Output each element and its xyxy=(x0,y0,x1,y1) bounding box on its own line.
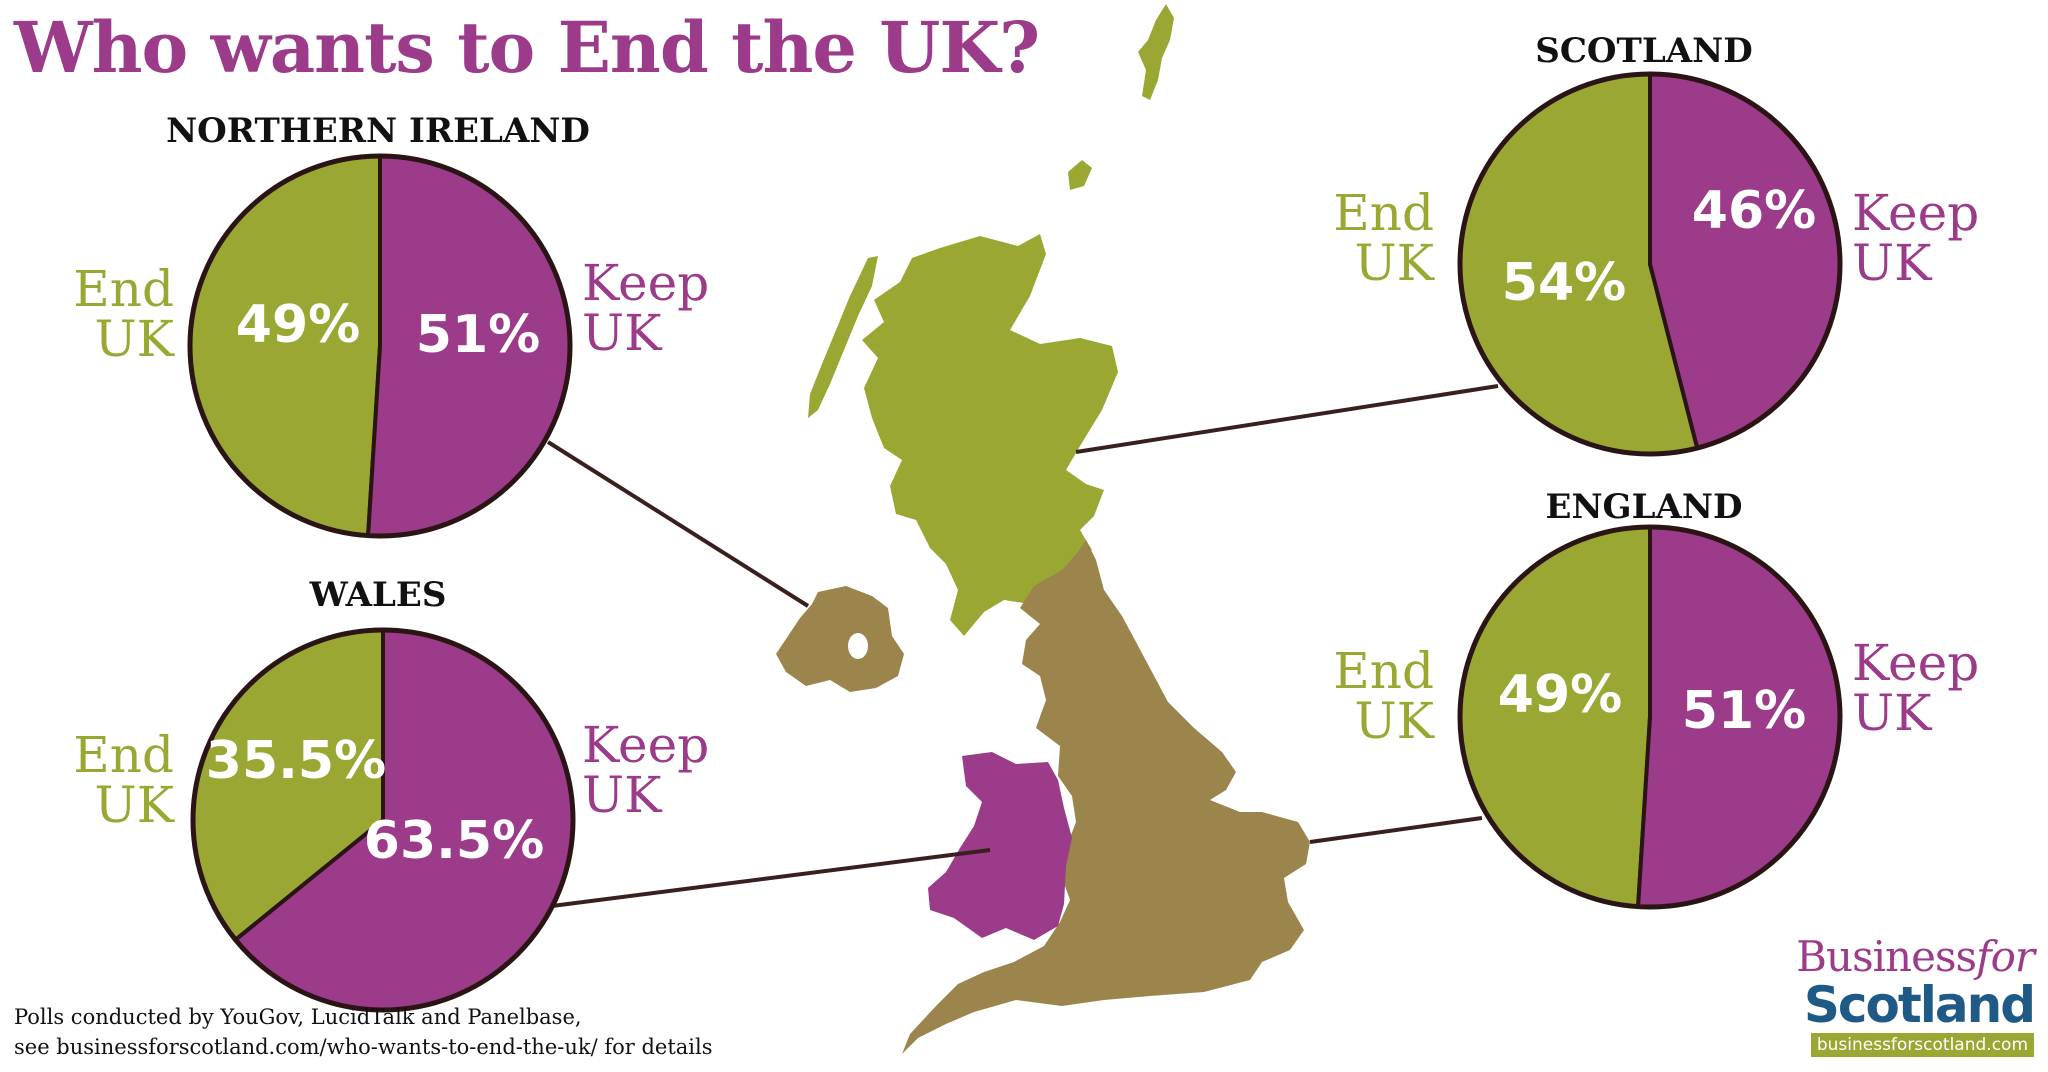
value-label-end-uk: 35.5% xyxy=(206,731,386,791)
value-label-end-uk: 54% xyxy=(1502,253,1626,313)
logo-business-text: Businessfor xyxy=(1796,932,2035,981)
legend-keep-uk-line: UK xyxy=(1852,684,1933,742)
pie-outline xyxy=(190,627,576,1013)
legend-keep-uk-line: Keep xyxy=(1852,634,1979,692)
legend-keep-uk-line: UK xyxy=(582,766,663,824)
legend-end-uk-line: End xyxy=(1333,184,1434,242)
footnote-line-2: see businessforscotland.com/who-wants-to… xyxy=(14,1035,713,1059)
pie-title: SCOTLAND xyxy=(1535,31,1752,71)
pie-outline xyxy=(1457,71,1843,457)
logo-business-word: Business xyxy=(1796,932,1977,981)
legend-keep-uk-line: Keep xyxy=(1852,184,1979,242)
connector-scotland xyxy=(1075,384,1499,454)
legend-keep-uk: Keep UK xyxy=(1852,634,1979,742)
legend-end-uk-line: End xyxy=(1333,642,1434,700)
value-label-keep-uk: 63.5% xyxy=(364,811,544,871)
map-lough-neagh xyxy=(848,633,868,659)
legend-end-uk: End UK xyxy=(1333,184,1435,292)
map-shetland xyxy=(1138,4,1174,100)
legend-end-uk: End UK xyxy=(1333,642,1435,750)
pie-outline xyxy=(1457,524,1843,910)
value-label-end-uk: 49% xyxy=(236,295,360,355)
legend-keep-uk: Keep UK xyxy=(582,716,709,824)
legend-keep-uk-line: UK xyxy=(582,304,663,362)
legend-end-uk: End UK xyxy=(73,260,175,368)
value-label-end-uk: 49% xyxy=(1498,665,1622,725)
map-northern-ireland xyxy=(776,586,904,692)
footnote-line-1: Polls conducted by YouGov, LucidTalk and… xyxy=(14,1005,582,1029)
legend-end-uk-line: UK xyxy=(95,776,176,834)
map-orkney xyxy=(1068,160,1092,190)
legend-end-uk-line: End xyxy=(73,260,174,318)
logo-for-word: for xyxy=(1976,932,2035,981)
connector-ni xyxy=(546,440,810,608)
page-title: Who wants to End the UK? xyxy=(14,6,1040,89)
legend-end-uk-line: UK xyxy=(1355,234,1436,292)
map-england xyxy=(902,540,1310,1054)
legend-end-uk-line: UK xyxy=(95,310,176,368)
source-footnote: Polls conducted by YouGov, LucidTalk and… xyxy=(14,1002,713,1062)
legend-keep-uk: Keep UK xyxy=(582,254,709,362)
pie-outline xyxy=(187,153,573,539)
pie-title: WALES xyxy=(309,575,447,615)
map-wales xyxy=(928,752,1072,940)
business-for-scotland-logo: Businessfor Scotland businessforscotland… xyxy=(1772,932,2042,1064)
legend-end-uk: End UK xyxy=(73,726,175,834)
map-scotland xyxy=(862,234,1118,636)
value-label-keep-uk: 51% xyxy=(416,305,540,365)
legend-end-uk-line: End xyxy=(73,726,174,784)
legend-keep-uk-line: UK xyxy=(1852,234,1933,292)
legend-keep-uk-line: Keep xyxy=(582,254,709,312)
connector-england xyxy=(1309,816,1483,844)
pie-title: NORTHERN IRELAND xyxy=(166,111,590,151)
logo-scotland-text: Scotland xyxy=(1803,976,2036,1034)
legend-end-uk-line: UK xyxy=(1355,692,1436,750)
map-hebrides xyxy=(808,256,878,418)
value-label-keep-uk: 46% xyxy=(1692,181,1816,241)
value-label-keep-uk: 51% xyxy=(1682,681,1806,741)
legend-keep-uk-line: Keep xyxy=(582,716,709,774)
connector-wales xyxy=(551,848,991,908)
logo-url: businessforscotland.com xyxy=(1810,1033,2034,1057)
uk-map xyxy=(776,4,1310,1054)
pie-title: ENGLAND xyxy=(1546,487,1743,527)
legend-keep-uk: Keep UK xyxy=(1852,184,1979,292)
connector-lines xyxy=(546,384,1499,908)
